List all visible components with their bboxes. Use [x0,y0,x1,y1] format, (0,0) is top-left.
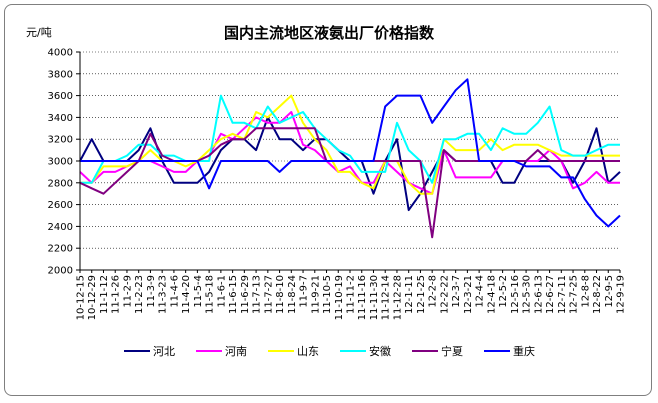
y-tick-label: 3800 [48,69,73,80]
x-tick-label: 11-7-27 [263,275,274,314]
y-tick-label: 2600 [48,200,73,211]
x-tick-label: 12-6-27 [545,275,556,314]
y-tick-label: 3600 [48,91,73,102]
x-tick-label: 11-8-10 [275,275,286,314]
x-tick-label: 11-6-15 [228,275,239,314]
series-lines [79,78,621,239]
y-axis-ticks: 2000 2200 2400 2600 2800 3000 3200 3400 3600 3800… [48,48,80,277]
x-tick-label: 11-1-12 [99,275,110,314]
x-tick-label: 11-1-26 [111,275,122,314]
x-tick-label: 11-3-9 [146,275,157,308]
x-tick-label: 11-7-13 [252,275,263,314]
x-tick-label: 12-7-11 [557,275,568,314]
x-tick-label: 12-8-8 [580,275,591,308]
x-tick-label: 12-5-16 [510,275,521,314]
x-tick-label: 11-9-7 [299,275,310,308]
x-tick-label: 11-12-28 [392,275,403,320]
x-tick-label: 12-6-13 [533,275,544,314]
legend-label-4: 宁夏 [441,344,463,358]
legend-label-5: 重庆 [513,344,535,358]
x-tick-label: 12-1-11 [404,275,415,314]
x-tick-label: 12-7-25 [569,275,580,314]
x-tick-label: 10-12-15 [76,275,87,320]
x-tick-label: 11-4-6 [169,275,180,308]
x-tick-label: 11-5-18 [205,275,216,314]
x-tick-label: 12-3-21 [463,275,474,314]
x-tick-label: 10-12-29 [87,275,98,320]
y-tick-label: 3400 [48,113,73,124]
y-axis-unit-label: 元/吨 [26,26,52,39]
y-tick-label: 2200 [48,244,73,255]
x-tick-label: 12-5-30 [522,275,533,314]
legend: 河北 河南 山东 安徽 宁夏 重庆 [124,344,535,358]
x-tick-label: 11-2-23 [134,275,145,314]
x-tick-label: 11-11-16 [357,275,368,320]
legend-label-1: 河南 [225,345,247,358]
x-tick-label: 12-3-7 [451,275,462,308]
x-tick-label: 11-6-1 [216,275,227,308]
x-tick-label: 12-2-22 [439,275,450,314]
x-tick-label: 12-9-5 [604,275,615,308]
x-tick-label: 11-12-14 [381,275,392,320]
series-line-1 [79,111,620,195]
y-tick-label: 4000 [48,48,73,59]
x-tick-label: 12-4-4 [475,275,486,308]
x-tick-label: 11-9-21 [310,275,321,314]
y-tick-label: 2000 [48,266,73,277]
legend-label-3: 安徽 [369,344,391,358]
y-tick-label: 2400 [48,222,73,233]
x-tick-label: 11-10-5 [322,275,333,314]
x-tick-label: 11-8-24 [287,275,298,314]
x-tick-label: 11-11-30 [369,275,380,320]
x-axis-ticks: 10-12-15 10-12-29 11-1-12 11-1-26 11-2-9 11-2… [76,270,627,320]
axes [79,52,620,271]
chart-title: 国内主流地区液氨出厂价格指数 [224,24,435,42]
x-tick-label: 12-9-19 [616,275,627,314]
x-tick-label: 11-10-19 [334,275,345,320]
series-line-5 [80,78,621,228]
x-tick-label: 11-4-20 [181,275,192,314]
x-tick-label: 11-6-29 [240,275,251,314]
legend-label-0: 河北 [153,345,175,358]
legend-label-2: 山东 [297,345,319,358]
x-tick-label: 11-11-2 [346,275,357,314]
y-tick-label: 3200 [48,135,73,146]
x-tick-label: 11-3-23 [158,275,169,314]
x-tick-label: 12-1-25 [416,275,427,314]
x-tick-label: 12-5-2 [498,275,509,308]
x-tick-label: 12-8-22 [592,275,603,314]
y-tick-label: 2800 [48,178,73,189]
series-line-3 [80,94,620,184]
x-tick-label: 12-2-8 [428,275,439,308]
y-tick-label: 3000 [48,157,73,168]
x-tick-label: 11-5-4 [193,275,204,308]
x-tick-label: 12-4-18 [486,275,497,314]
x-tick-label: 11-2-9 [122,275,133,308]
